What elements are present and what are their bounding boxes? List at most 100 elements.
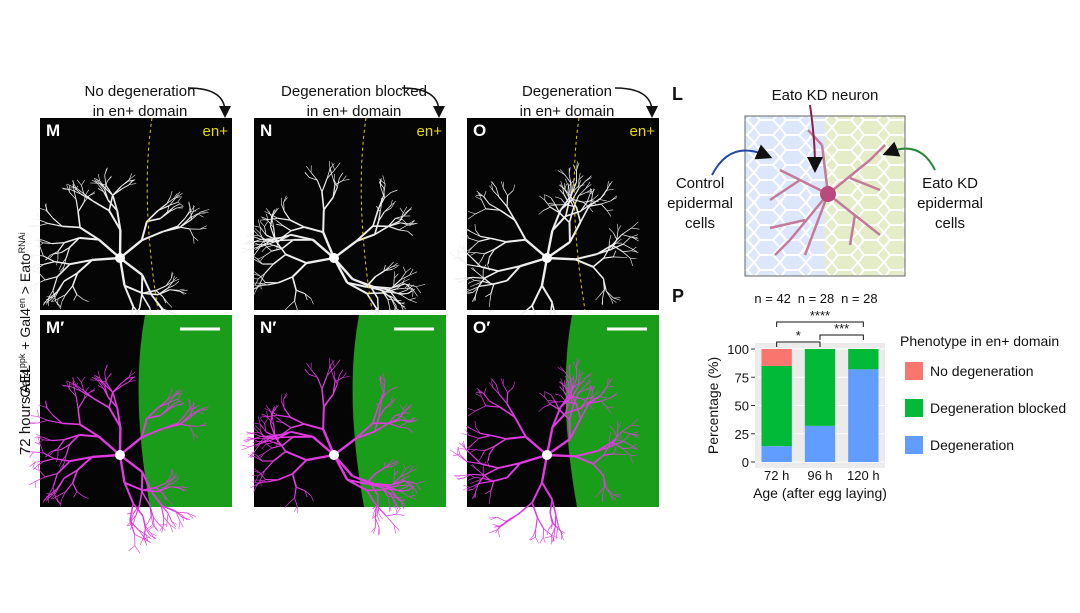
dendrite: [172, 521, 177, 524]
bar-segment: [805, 349, 835, 426]
legend-label: Degeneration blocked: [930, 400, 1066, 416]
dendrite: [246, 432, 253, 434]
dendrite: [379, 514, 382, 519]
dendrite: [175, 511, 182, 516]
sig-label: ****: [810, 308, 830, 323]
dendrite: [396, 508, 400, 514]
dendrite: [458, 447, 459, 455]
genotype-part: en: [17, 298, 27, 308]
bar-segment: [848, 349, 878, 369]
legend-label: No degeneration: [930, 363, 1034, 379]
dendrite: [170, 487, 179, 488]
dendrite: [548, 523, 553, 529]
y-axis-label: Percentage (%): [705, 357, 721, 454]
y-tick-label: 75: [735, 370, 749, 385]
dendrite: [241, 447, 250, 450]
panel-label: N′: [260, 318, 276, 337]
genotype-part: RNAi: [17, 232, 27, 253]
dendrite: [508, 514, 518, 521]
dendrite: [188, 513, 196, 517]
dendrite: [242, 248, 250, 249]
dendrite: [536, 517, 537, 528]
micrograph: [25, 315, 232, 553]
diagram-label: Eato KD neuron: [772, 87, 879, 104]
n-label: n = 28: [841, 291, 878, 306]
dendrite: [247, 240, 254, 241]
dendrite: [540, 537, 544, 543]
dendrite: [450, 253, 458, 258]
dendrite: [140, 538, 143, 545]
y-tick-label: 25: [735, 427, 749, 442]
caption: in en+ domain: [520, 103, 615, 120]
dendrite: [153, 525, 157, 531]
domain-label: en+: [630, 123, 656, 140]
dendrite: [37, 410, 38, 417]
y-tick-label: 50: [735, 399, 749, 414]
dendrite: [450, 450, 458, 455]
soma: [329, 450, 339, 460]
dendrite: [168, 513, 171, 521]
x-tick-label: 72 h: [764, 468, 789, 483]
micrograph: [450, 315, 659, 544]
dendrite: [179, 521, 180, 529]
en-domain: [139, 315, 232, 507]
dendrite: [149, 526, 154, 530]
dendrite: [294, 506, 297, 511]
dendrite: [459, 448, 465, 449]
sig-label: ***: [834, 321, 849, 336]
x-tick-label: 96 h: [807, 468, 832, 483]
panel-label: O: [473, 121, 486, 140]
soma: [115, 450, 125, 460]
x-axis-label: Age (after egg laying): [753, 485, 887, 501]
caption: in en+ domain: [93, 103, 188, 120]
dendrite: [151, 516, 152, 525]
dendrite: [396, 514, 404, 515]
n-label: n = 42: [754, 291, 791, 306]
panel-label: M′: [46, 318, 64, 337]
domain-label: en+: [417, 123, 443, 140]
en-domain: [566, 315, 659, 507]
dendrite: [167, 513, 168, 521]
dendrite: [375, 506, 376, 518]
dendrite: [247, 437, 254, 438]
x-tick-label: 120 h: [847, 468, 880, 483]
dendrite: [323, 407, 324, 429]
genotype-part: > Eato: [17, 253, 33, 298]
dendrite: [29, 481, 36, 485]
y-tick-label: 0: [742, 455, 749, 470]
dendrite: [455, 279, 462, 280]
dendrite: [556, 533, 557, 539]
dendrite: [294, 309, 297, 314]
dendrite: [129, 546, 135, 551]
dendrite: [498, 529, 500, 537]
dendrite: [241, 250, 250, 253]
bar-segment: [762, 349, 792, 366]
time-label: 72 hours AEL: [17, 365, 34, 455]
micrograph: [241, 315, 446, 535]
dendrite: [170, 290, 179, 291]
caption: Degeneration blocked: [281, 83, 427, 100]
bar-segment: [762, 446, 792, 462]
dendrite: [537, 517, 543, 528]
genotype-part: + Gal4: [17, 308, 33, 354]
dendrite: [242, 445, 250, 446]
diagram: [712, 105, 935, 276]
caption: Degeneration: [522, 83, 612, 100]
dendrite: [556, 515, 558, 526]
n-label: n = 28: [798, 291, 835, 306]
dendrite: [458, 447, 460, 455]
legend-swatch: [905, 399, 923, 417]
diagram-label: cells: [685, 215, 715, 232]
legend-title: Phenotype in en+ domain: [900, 333, 1059, 349]
bar-segment: [848, 369, 878, 462]
dendrite: [180, 521, 183, 527]
dendrite: [323, 210, 324, 232]
dendrite: [31, 219, 39, 220]
dendrite: [246, 235, 253, 237]
diagram-label: Control: [676, 175, 724, 192]
dendrite: [455, 476, 462, 477]
dendrite: [373, 512, 374, 518]
dendrite: [497, 517, 506, 521]
dendrite: [501, 521, 508, 526]
